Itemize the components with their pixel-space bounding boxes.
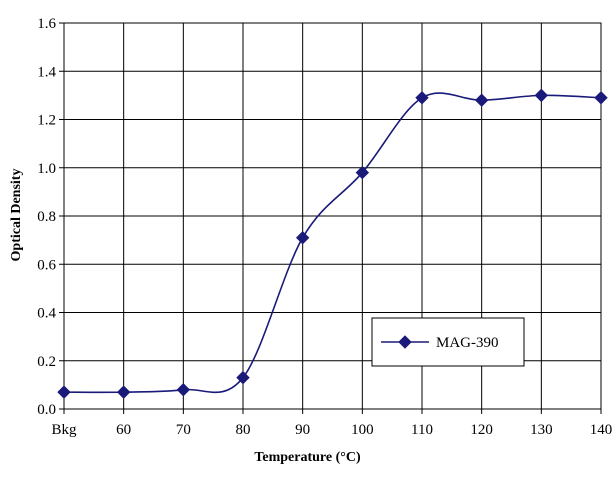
- x-tick-label: Bkg: [51, 422, 77, 438]
- y-tick-label: 1.4: [37, 64, 56, 80]
- data-point: [116, 385, 131, 399]
- data-point: [236, 370, 250, 385]
- y-tick-label: 0.6: [37, 257, 56, 273]
- data-point: [295, 231, 310, 245]
- y-axis-label: Optical Density: [9, 169, 24, 262]
- y-tick-label: 0.8: [37, 209, 56, 225]
- x-axis-label: Temperature (°C): [254, 450, 361, 465]
- legend-marker: [398, 335, 412, 349]
- x-tick-label: 80: [236, 422, 251, 438]
- y-tick-label: 0.0: [37, 402, 56, 418]
- series: [57, 88, 608, 399]
- x-axis-ticks: Bkg 60 70 80 90 100 110 120 130 140: [51, 409, 612, 438]
- x-tick-label: 130: [530, 422, 553, 438]
- legend: MAG-390: [371, 317, 525, 367]
- x-tick-label: 100: [351, 422, 374, 438]
- x-tick-label: 140: [590, 422, 613, 438]
- data-point: [534, 88, 549, 103]
- x-tick-label: 120: [470, 422, 493, 438]
- y-tick-label: 1.0: [37, 161, 56, 177]
- x-tick-label: 110: [411, 422, 433, 438]
- y-tick-label: 0.2: [37, 354, 56, 370]
- y-tick-label: 1.6: [37, 16, 56, 32]
- y-tick-label: 0.4: [37, 306, 56, 322]
- series-line: [63, 92, 602, 394]
- y-tick-label: 1.2: [37, 113, 56, 129]
- x-tick-label: 60: [116, 422, 131, 438]
- data-point: [415, 91, 429, 105]
- data-point: [176, 382, 191, 397]
- data-point: [474, 93, 489, 107]
- data-point: [57, 385, 71, 399]
- y-axis-ticks: 0.0 0.2 0.4 0.6 0.8 1.0 1.2 1.4 1.6: [37, 16, 64, 418]
- x-tick-label: 70: [176, 422, 191, 438]
- legend-label: MAG-390: [436, 335, 499, 351]
- x-tick-label: 90: [295, 422, 310, 438]
- data-point: [355, 165, 370, 180]
- data-point: [594, 91, 608, 105]
- grid: [63, 22, 602, 410]
